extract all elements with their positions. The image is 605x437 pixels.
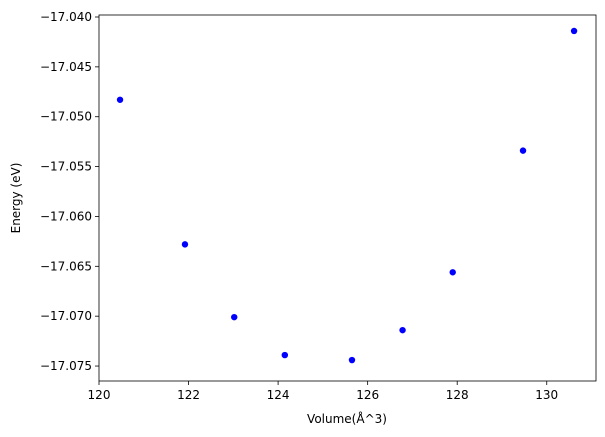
data-points — [116, 27, 578, 364]
data-point — [449, 269, 456, 276]
x-tick-label: 120 — [88, 388, 111, 402]
y-tick-label: −17.050 — [40, 110, 92, 124]
x-tick-label: 126 — [356, 388, 379, 402]
x-tick-label: 128 — [446, 388, 469, 402]
y-tick-label: −17.055 — [40, 160, 92, 174]
data-point — [570, 27, 578, 35]
data-point — [281, 351, 289, 359]
x-axis-title: Volume(Å^3) — [307, 411, 387, 426]
y-tick-label: −17.060 — [40, 209, 92, 223]
data-point — [181, 241, 189, 248]
plot-frame — [98, 14, 597, 382]
x-tick-label: 122 — [177, 388, 200, 402]
x-tick-label: 124 — [267, 388, 290, 402]
y-tick-label: −17.065 — [40, 259, 92, 273]
y-tick-label: −17.045 — [40, 60, 92, 74]
x-tick-label: 130 — [535, 388, 558, 402]
y-tick-label: −17.075 — [40, 359, 92, 373]
plot-area-background — [99, 15, 596, 381]
y-axis-title: Energy (eV) — [9, 163, 23, 234]
data-point — [519, 147, 527, 154]
data-point — [116, 96, 124, 103]
data-point — [231, 313, 238, 321]
y-tick-label: −17.070 — [40, 309, 92, 323]
y-tick-label: −17.040 — [40, 10, 92, 24]
x-axis-ticks: 120 122 124 126 128 130 — [88, 381, 558, 402]
data-point — [399, 326, 406, 334]
data-point — [348, 356, 356, 364]
y-axis-ticks: −17.075 −17.070 −17.065 −17.060 −17.055 −17.0… — [40, 10, 99, 373]
